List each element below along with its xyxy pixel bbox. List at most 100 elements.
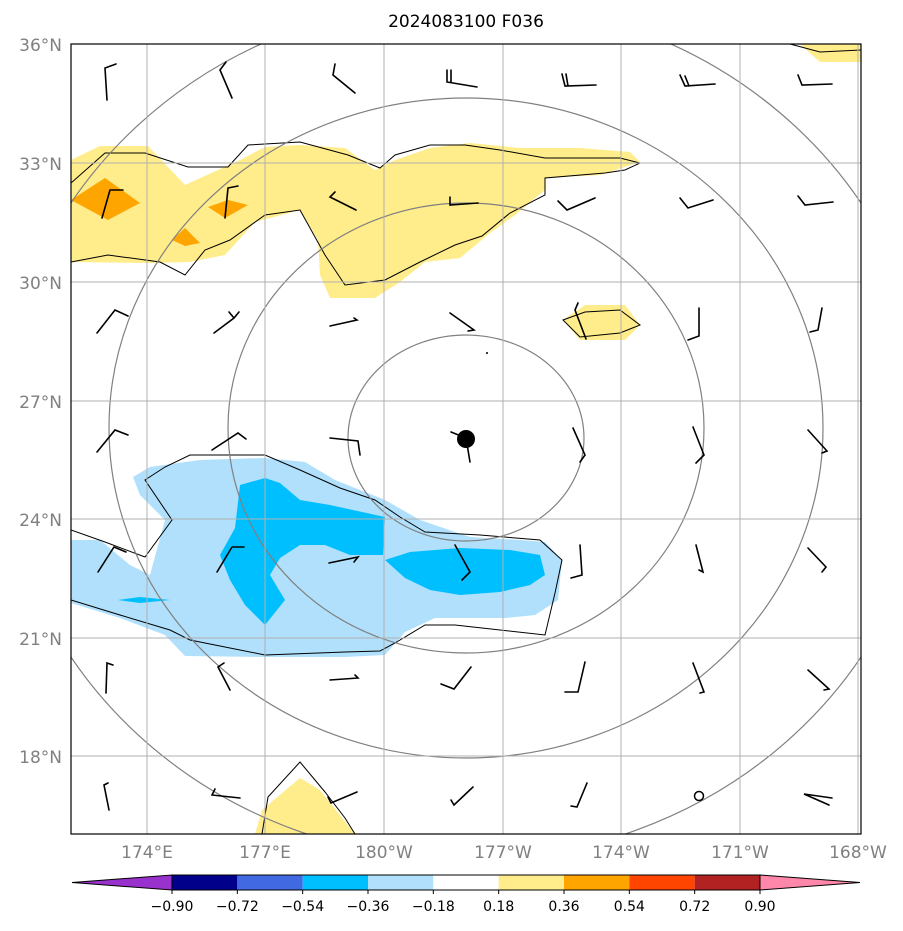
wind-barbs <box>96 61 834 811</box>
colorbar-segment <box>433 875 499 890</box>
colorbar-outline <box>171 874 761 891</box>
lat-label: 30°N <box>19 274 62 294</box>
positive-anomaly-fill-northeast <box>800 44 861 62</box>
lon-label: 171°W <box>711 843 769 863</box>
wind-barb <box>329 437 361 456</box>
wind-barb <box>692 426 705 464</box>
colorbar-tick-label: 0.72 <box>679 899 710 915</box>
calm-wind-circle <box>693 790 705 802</box>
wind-barb <box>807 547 828 573</box>
colorbar-segment <box>302 875 368 890</box>
colorbar: −0.90 −0.72 −0.54 −0.36 −0.18 0.18 0.36 0.54 0.7… <box>71 874 861 915</box>
wind-barb <box>96 429 129 453</box>
wind-barb <box>216 662 231 691</box>
colorbar-tick-label: 0.18 <box>483 899 514 915</box>
wind-barb <box>328 555 361 564</box>
wind-barb <box>440 666 472 690</box>
wind-barb <box>807 429 829 454</box>
wind-barb <box>96 309 129 334</box>
wind-barb <box>572 427 586 463</box>
colorbar-segment <box>368 875 434 890</box>
wind-barb <box>327 791 358 805</box>
colorbar-tick-label: −0.72 <box>216 899 259 915</box>
black-contours <box>71 44 861 834</box>
negative-anomaly-core-west <box>220 478 385 625</box>
wind-barb <box>570 782 588 808</box>
colorbar-segment <box>629 875 695 890</box>
wind-barb <box>210 788 241 799</box>
wind-barb <box>97 546 127 573</box>
wind-barb <box>328 191 357 211</box>
wind-barb <box>803 793 833 806</box>
wind-barb <box>104 63 117 101</box>
lon-label: 180°W <box>355 843 413 863</box>
positive-anomaly-core-3 <box>208 200 248 218</box>
positive-anomaly-core-1 <box>71 178 140 220</box>
wind-dot <box>486 352 488 354</box>
negative-anomaly-core-east <box>385 548 545 595</box>
wind-barb <box>564 661 586 693</box>
lat-label: 27°N <box>19 393 62 413</box>
wind-barb <box>692 662 706 694</box>
wind-barb <box>797 74 833 86</box>
positive-anomaly-fill-north <box>71 143 640 298</box>
colorbar-segment <box>564 875 630 890</box>
colorbar-segment <box>694 875 760 890</box>
storm-center-marker <box>457 430 475 448</box>
lon-label: 168°W <box>829 843 887 863</box>
wind-barb <box>687 307 700 341</box>
wind-barb <box>219 61 233 99</box>
wind-barb <box>679 74 716 87</box>
wind-barb <box>679 197 714 209</box>
wind-barb <box>807 669 831 691</box>
colorbar-extend-high <box>759 874 861 891</box>
wind-barb <box>695 544 705 574</box>
lon-label: 174°E <box>121 843 173 863</box>
wind-barb <box>103 782 110 811</box>
map-frame <box>70 43 862 835</box>
colorbar-segment <box>498 875 564 890</box>
lon-labels: 174°E 177°E 180°W 177°W 174°W 171°W 168°… <box>121 843 887 863</box>
figure-title: 2024083100 F036 <box>388 12 544 32</box>
lat-label: 33°N <box>19 155 62 175</box>
lon-label: 177°W <box>474 843 532 863</box>
wind-barb <box>557 197 596 211</box>
wind-barb <box>809 307 823 333</box>
colorbar-segment <box>237 875 303 890</box>
wind-barb <box>450 786 474 807</box>
gray-concentric-contours <box>71 44 861 834</box>
colorbar-tick-label: −0.90 <box>151 899 194 915</box>
colorbar-tick-label: 0.36 <box>548 899 579 915</box>
wind-barb <box>332 63 356 94</box>
wind-barb <box>446 69 478 88</box>
wind-barb <box>797 195 834 206</box>
lat-label: 18°N <box>19 748 62 768</box>
wind-barb <box>224 185 239 219</box>
wind-barb <box>213 311 240 334</box>
wind-barb <box>211 432 247 451</box>
lon-label: 174°W <box>592 843 650 863</box>
lat-label: 21°N <box>19 630 62 650</box>
lat-label: 36°N <box>19 36 62 56</box>
wind-barb <box>574 302 587 340</box>
gridlines <box>71 44 861 834</box>
colorbar-tick-label: −0.54 <box>281 899 324 915</box>
negative-anomaly-core-strip <box>118 597 170 603</box>
wind-barb <box>449 312 477 332</box>
wind-barb <box>329 317 360 327</box>
wind-barb <box>101 189 124 219</box>
wind-barb <box>216 546 245 573</box>
positive-anomaly-core-2 <box>172 228 200 246</box>
wind-barb <box>105 661 114 694</box>
colorbar-tick-label: −0.18 <box>412 899 455 915</box>
wind-barb <box>570 544 583 579</box>
wind-barb <box>561 73 597 87</box>
positive-anomaly-fill-south <box>255 778 355 834</box>
lat-label: 24°N <box>19 511 62 531</box>
colorbar-tick-label: 0.90 <box>744 899 775 915</box>
wind-barb <box>329 674 360 681</box>
lon-label: 177°E <box>239 843 291 863</box>
colorbar-segment <box>172 875 238 890</box>
colorbar-tick-label: 0.54 <box>614 899 645 915</box>
